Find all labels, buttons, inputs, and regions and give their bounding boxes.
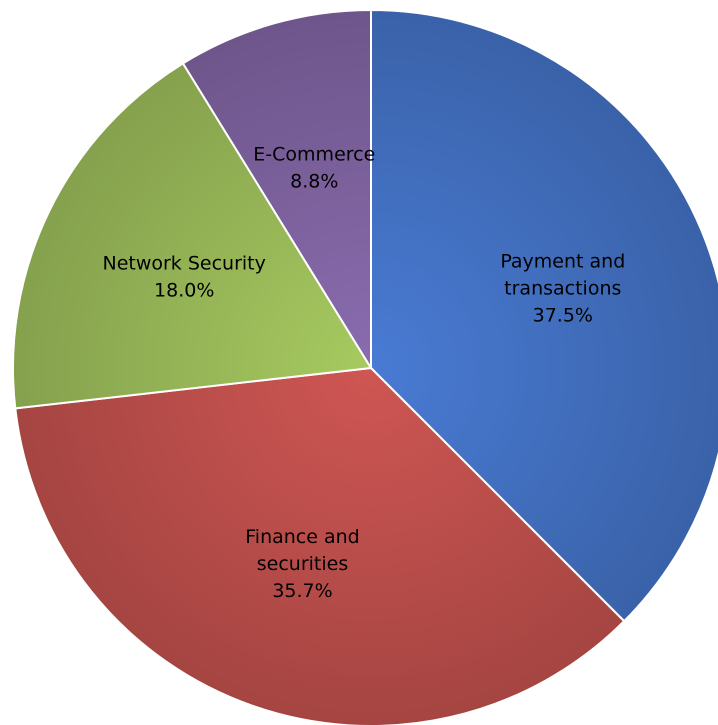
slice-percent-label: 35.7% bbox=[272, 580, 332, 602]
slice-category-label: E-Commerce bbox=[253, 144, 375, 166]
slice-category-label: transactions bbox=[504, 278, 621, 300]
slice-category-label: Payment and bbox=[500, 251, 625, 273]
slices-layer bbox=[12, 9, 718, 725]
pie-slice-label-3: E-Commerce 8.8% bbox=[253, 144, 375, 193]
pie-slice-3 bbox=[181, 9, 372, 369]
slice-percent-label: 8.8% bbox=[290, 171, 338, 193]
pie-slice-2 bbox=[12, 62, 372, 410]
pie-slice-label-0: Payment and transactions 37.5% bbox=[500, 251, 625, 327]
slice-category-label: Network Security bbox=[102, 253, 265, 275]
slice-percent-label: 18.0% bbox=[154, 280, 214, 302]
pie-slice-0 bbox=[370, 9, 718, 623]
slice-percent-label: 37.5% bbox=[533, 305, 593, 327]
slice-category-label: Finance and bbox=[245, 526, 359, 548]
pie-slice-label-1: Finance and securities 35.7% bbox=[245, 526, 359, 602]
labels-layer: Payment and transactions 37.5% Finance and s… bbox=[102, 144, 625, 602]
pie-slice-label-2: Network Security 18.0% bbox=[102, 253, 265, 302]
pie-slice-1 bbox=[14, 367, 626, 725]
slice-category-label: securities bbox=[257, 553, 348, 575]
